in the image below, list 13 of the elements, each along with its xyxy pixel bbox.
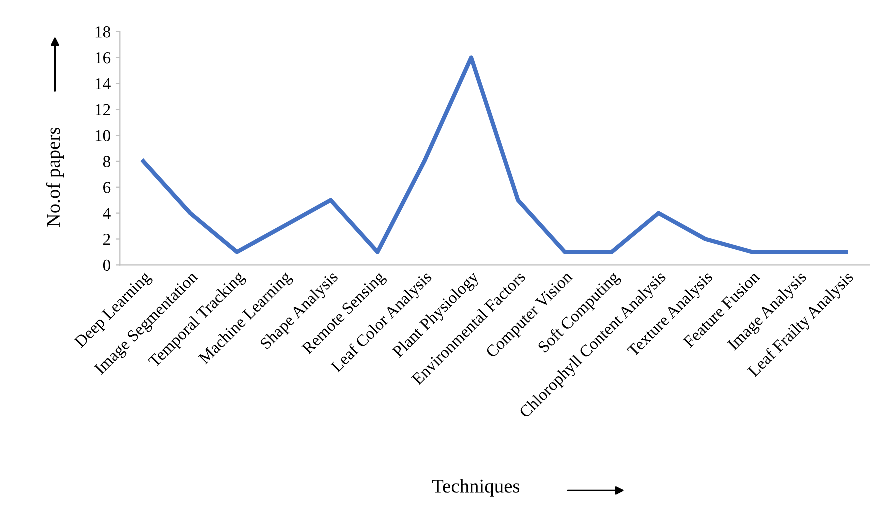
line-series bbox=[141, 56, 848, 254]
y-tick-label: 6 bbox=[104, 182, 111, 194]
y-tick-label: 8 bbox=[103, 156, 110, 168]
y-tick-label: 2 bbox=[104, 234, 110, 246]
y-tick-label: 12 bbox=[96, 104, 110, 116]
x-axis-title: Techniques bbox=[432, 479, 520, 497]
y-tick-label: 4 bbox=[103, 208, 111, 220]
y-axis-title: No.of papers bbox=[46, 128, 64, 228]
y-tick-label: 10 bbox=[96, 130, 110, 142]
y-tick-label: 0 bbox=[103, 260, 110, 272]
y-tick-label: 14 bbox=[96, 78, 111, 90]
y-tick-label: 16 bbox=[96, 52, 111, 64]
y-tick-label: 18 bbox=[96, 26, 110, 38]
